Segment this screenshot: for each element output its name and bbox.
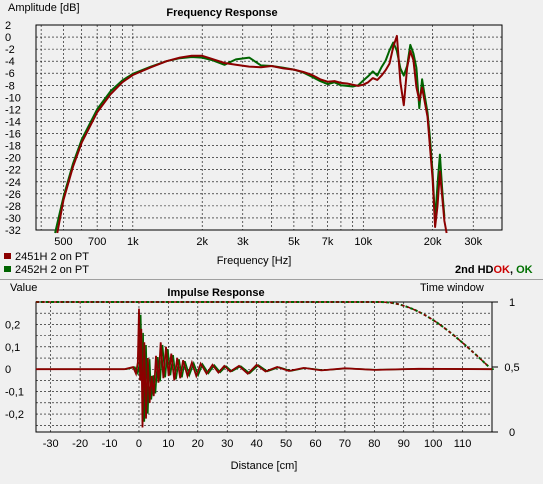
- fr-x-tick-label: 10k: [354, 236, 372, 248]
- hd-status: 2nd HDOK, OK: [455, 264, 533, 276]
- ir-x-tick-label: 10: [162, 438, 174, 450]
- fr-y-tick-label: -30: [5, 213, 21, 225]
- fr-y-tick-label: -18: [5, 141, 21, 153]
- ir-y-ticks: 0,2 0,1 0 -0,1 -0,2: [5, 319, 24, 421]
- ir-time-window-label: Time window: [420, 282, 484, 294]
- fr-x-axis-label: Frequency [Hz]: [217, 255, 292, 267]
- ir-y-tick-label: -0,2: [5, 409, 24, 421]
- fr-y-tick-label: -22: [5, 165, 21, 177]
- hd-status-prefix: 2nd HD: [455, 264, 494, 276]
- ir-x-tick-label: 100: [424, 438, 442, 450]
- fr-y-tick-label: -8: [5, 80, 15, 92]
- fr-y-tick-label: -24: [5, 177, 21, 189]
- fr-y-tick-label: -2: [5, 44, 15, 56]
- ir-y-tick-label: 0: [5, 364, 11, 376]
- ir-x-tick-label: 80: [368, 438, 380, 450]
- fr-y-tick-label: 2: [5, 20, 11, 32]
- fr-x-tick-label: 700: [88, 236, 106, 248]
- ir-y-tick-label: 0,2: [5, 319, 20, 331]
- ir-x-tick-label: 30: [221, 438, 233, 450]
- ir-x-tick-label: -10: [102, 438, 118, 450]
- ir-plot-frame: [35, 301, 493, 433]
- ir-impulse-line-1: [36, 308, 493, 428]
- fr-y-tick-label: -28: [5, 201, 21, 213]
- fr-x-tick-label: 3k: [237, 236, 249, 248]
- fr-y-ticks: 20-2-4-6-8-10-12-14-16-18-20-22-24-26-28…: [5, 20, 21, 237]
- fr-y-tick-label: -32: [5, 225, 21, 237]
- fr-y-tick-label: -4: [5, 56, 15, 68]
- hd-status-ok1: OK: [494, 264, 511, 276]
- fr-y-tick-label: -20: [5, 153, 21, 165]
- ir-y2-tick-label: 0: [509, 427, 515, 439]
- ir-title: Impulse Response: [167, 287, 264, 299]
- ir-x-tick-label: 20: [192, 438, 204, 450]
- fr-y-tick-label: -14: [5, 116, 21, 128]
- fr-x-tick-label: 20k: [424, 236, 442, 248]
- fr-x-tick-label: 1k: [127, 236, 139, 248]
- ir-x-tick-label: 110: [454, 438, 472, 450]
- fr-y-tick-label: -6: [5, 68, 15, 80]
- fr-grid: [35, 24, 503, 231]
- ir-grid: [35, 301, 493, 433]
- ir-time-window-line-1: [36, 301, 490, 368]
- hd-status-ok2: OK: [516, 264, 533, 276]
- fr-plot-frame: [35, 24, 503, 231]
- ir-x-tick-label: -20: [72, 438, 88, 450]
- ir-series: [36, 301, 494, 428]
- ir-time-window-line-2: [36, 301, 490, 368]
- fr-x-tick-label: 30k: [464, 236, 482, 248]
- impulse-response-chart: Value Impulse Response Time window 0,20,…: [5, 282, 520, 472]
- fr-x-ticks: 500 700 1k 2k 3k 5k 7k 10k 20k 30k: [54, 236, 482, 248]
- fr-y-tick-label: -10: [5, 92, 21, 104]
- fr-y-tick-label: 0: [5, 32, 11, 44]
- ir-x-tick-label: 40: [251, 438, 263, 450]
- fr-x-tick-label: 7k: [322, 236, 334, 248]
- fr-y-tick-label: -16: [5, 129, 21, 141]
- hd-status-sep: ,: [510, 264, 516, 276]
- legend-label-series1: 2451H 2 on PT: [15, 251, 89, 263]
- ir-y2-ticks: 10,50: [492, 297, 520, 439]
- fr-x-tick-label: 500: [54, 236, 72, 248]
- legend-swatch-series1: [4, 253, 11, 259]
- fr-y-tick-label: -12: [5, 104, 21, 116]
- ir-x-tick-label: -30: [43, 438, 59, 450]
- ir-y-axis-label: Value: [10, 282, 37, 294]
- ir-x-tick-label: 50: [280, 438, 292, 450]
- legend-swatch-series2: [4, 266, 11, 272]
- ir-x-axis-label: Distance [cm]: [231, 460, 298, 472]
- ir-x-tick-label: 60: [309, 438, 321, 450]
- ir-y-tick-label: 0,1: [5, 342, 20, 354]
- ir-y2-tick-label: 1: [509, 297, 515, 309]
- fr-title: Frequency Response: [166, 7, 277, 19]
- ir-y-tick-label: -0,1: [5, 387, 24, 399]
- legend: 2451H 2 on PT 2452H 2 on PT: [4, 251, 89, 276]
- fr-y-tick-label: -26: [5, 189, 21, 201]
- fr-series: [54, 34, 448, 234]
- ir-x-tick-label: 90: [398, 438, 410, 450]
- chart-separator: [0, 279, 543, 280]
- ir-y2-tick-label: 0,5: [504, 362, 519, 374]
- fr-x-tick-label: 2k: [196, 236, 208, 248]
- ir-x-tick-label: 70: [339, 438, 351, 450]
- fr-x-tick-label: 5k: [288, 236, 300, 248]
- fr-y-axis-label: Amplitude [dB]: [8, 2, 80, 14]
- legend-label-series2: 2452H 2 on PT: [15, 264, 89, 276]
- frequency-response-chart: Amplitude [dB] Frequency Response 20-2-4…: [4, 2, 533, 276]
- ir-x-tick-label: 0: [136, 438, 142, 450]
- ir-x-ticks: -30 -20 -10 0 10 20 30 40 50 60 70 80 90 100 110: [43, 438, 472, 450]
- fr-series-line-1: [56, 34, 448, 234]
